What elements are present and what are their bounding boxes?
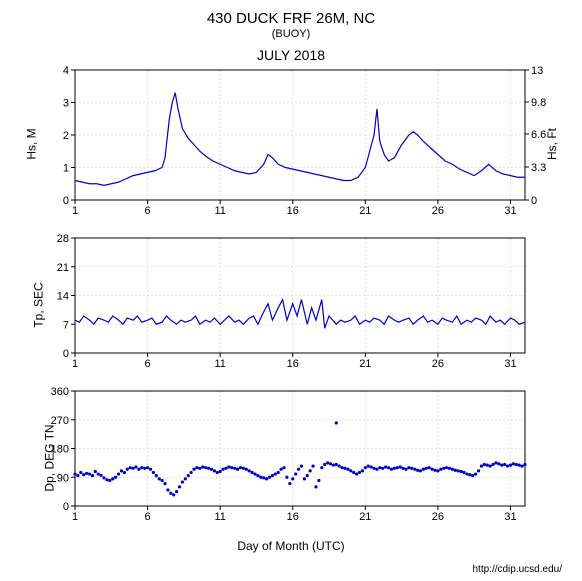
svg-text:28: 28 bbox=[57, 233, 69, 245]
svg-text:2: 2 bbox=[63, 130, 69, 142]
panel-dp: Dp, DEG TN 161116212631090180270360 bbox=[20, 386, 562, 529]
svg-text:31: 31 bbox=[504, 511, 516, 523]
credit-url: http://cdip.ucsd.edu/ bbox=[472, 564, 562, 575]
svg-text:11: 11 bbox=[214, 205, 225, 217]
svg-text:31: 31 bbox=[504, 358, 516, 370]
svg-text:26: 26 bbox=[432, 511, 444, 523]
month-title: JULY 2018 bbox=[0, 47, 582, 63]
svg-text:6: 6 bbox=[145, 358, 151, 370]
svg-text:26: 26 bbox=[432, 358, 444, 370]
svg-text:3.3: 3.3 bbox=[531, 162, 546, 174]
chart-tp: 16111621263107142128 bbox=[20, 233, 565, 371]
svg-text:26: 26 bbox=[432, 205, 444, 217]
svg-text:0: 0 bbox=[63, 348, 69, 360]
svg-text:6: 6 bbox=[145, 511, 151, 523]
svg-text:31: 31 bbox=[504, 205, 516, 217]
page-title: 430 DUCK FRF 26M, NC bbox=[0, 0, 582, 28]
svg-text:21: 21 bbox=[359, 205, 371, 217]
svg-text:3: 3 bbox=[63, 98, 69, 110]
svg-text:9.8: 9.8 bbox=[531, 97, 546, 109]
svg-text:0: 0 bbox=[63, 501, 69, 513]
ylabel-tp: Tp, SEC bbox=[32, 282, 46, 327]
page-subtitle: (BUOY) bbox=[0, 28, 582, 41]
ylabel-hs-m: Hs, M bbox=[25, 129, 39, 160]
svg-text:16: 16 bbox=[287, 205, 299, 217]
svg-text:13: 13 bbox=[531, 65, 543, 77]
panel-tp: Tp, SEC 16111621263107142128 bbox=[20, 233, 562, 376]
chart-dp: 161116212631090180270360 bbox=[20, 386, 565, 524]
xaxis-label: Day of Month (UTC) bbox=[20, 539, 562, 553]
svg-text:21: 21 bbox=[359, 511, 371, 523]
svg-text:6.6: 6.6 bbox=[531, 129, 546, 141]
svg-text:21: 21 bbox=[57, 262, 69, 274]
svg-text:6: 6 bbox=[145, 205, 151, 217]
svg-text:1: 1 bbox=[72, 511, 78, 523]
svg-text:16: 16 bbox=[287, 511, 299, 523]
svg-text:7: 7 bbox=[63, 319, 69, 331]
svg-text:90: 90 bbox=[57, 472, 69, 484]
ylabel-hs-ft: Hs, Ft bbox=[545, 128, 559, 160]
svg-text:0: 0 bbox=[531, 195, 537, 207]
svg-text:1: 1 bbox=[72, 205, 78, 217]
svg-text:0: 0 bbox=[63, 195, 69, 207]
ylabel-dp: Dp, DEG TN bbox=[43, 424, 57, 491]
chart-page: 430 DUCK FRF 26M, NC (BUOY) JULY 2018 Hs… bbox=[0, 0, 582, 581]
panels-container: Hs, M Hs, Ft 1611162126310123403.36.69.8… bbox=[0, 65, 582, 553]
svg-text:11: 11 bbox=[214, 511, 225, 523]
svg-text:16: 16 bbox=[287, 358, 299, 370]
chart-hs: 1611162126310123403.36.69.813 bbox=[20, 65, 565, 218]
svg-text:360: 360 bbox=[51, 386, 69, 398]
svg-text:11: 11 bbox=[214, 358, 225, 370]
svg-text:1: 1 bbox=[63, 163, 69, 175]
svg-text:14: 14 bbox=[57, 291, 69, 303]
svg-text:4: 4 bbox=[63, 65, 69, 77]
svg-text:21: 21 bbox=[359, 358, 371, 370]
svg-text:1: 1 bbox=[72, 358, 78, 370]
panel-hs: Hs, M Hs, Ft 1611162126310123403.36.69.8… bbox=[20, 65, 562, 223]
